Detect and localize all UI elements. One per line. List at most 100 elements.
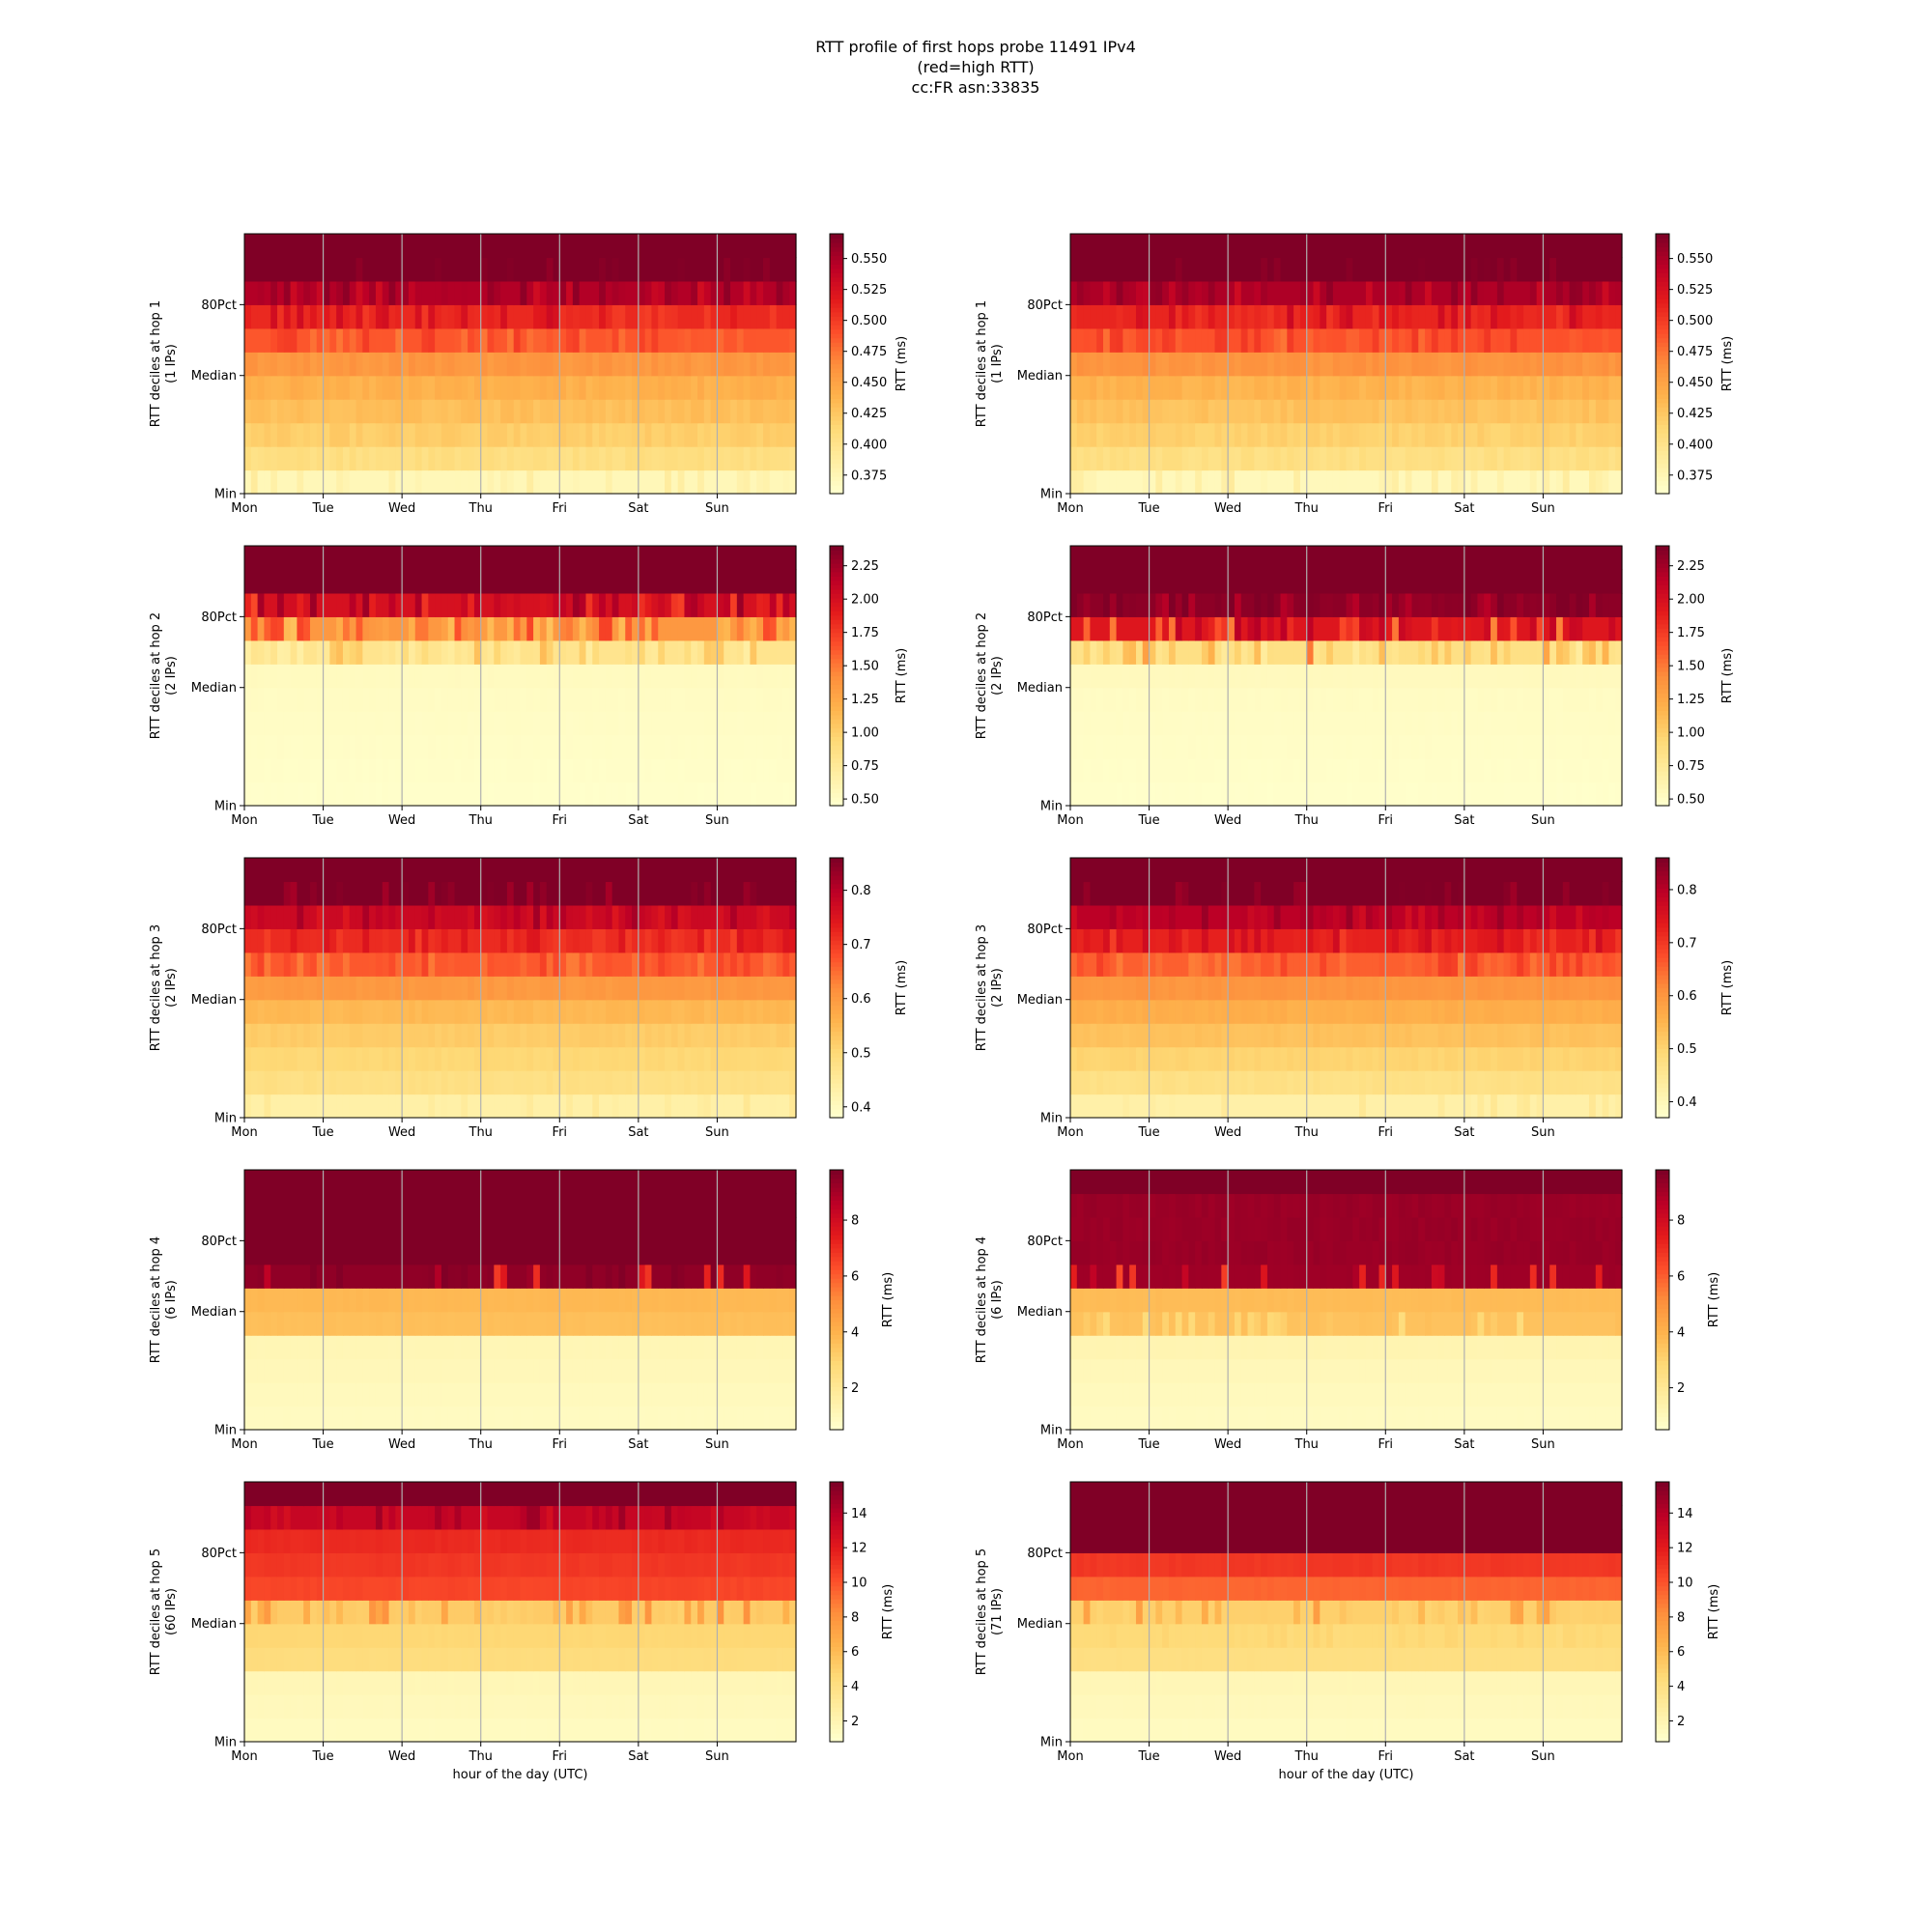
heatmap-cell xyxy=(440,1023,449,1048)
heatmap-cell xyxy=(611,781,620,807)
heatmap-cell xyxy=(566,569,574,594)
x-tick-label: Sat xyxy=(1454,813,1474,828)
heatmap-cell xyxy=(724,928,731,953)
heatmap-cell xyxy=(1162,781,1170,807)
heatmap-cell xyxy=(585,375,593,400)
heatmap-cell xyxy=(329,1094,337,1119)
heatmap-cell xyxy=(1589,569,1597,594)
y-tick-label: Median xyxy=(191,681,237,696)
heatmap-cell xyxy=(402,976,410,1001)
heatmap-cell xyxy=(1425,469,1433,495)
colorbar-step xyxy=(1656,234,1669,240)
heatmap-cell xyxy=(677,327,686,353)
heatmap-cell xyxy=(579,928,587,953)
heatmap-cell xyxy=(395,999,403,1024)
heatmap-cell xyxy=(665,352,672,377)
heatmap-cell xyxy=(1090,569,1097,594)
heatmap-cell xyxy=(592,352,600,377)
heatmap-cell xyxy=(1234,257,1242,282)
colorbar-step xyxy=(1656,571,1669,577)
heatmap-cell xyxy=(1201,758,1209,783)
heatmap-cell xyxy=(329,664,337,689)
heatmap-cell xyxy=(1162,234,1170,259)
heatmap-cell xyxy=(677,280,686,305)
heatmap-cell xyxy=(756,1094,764,1119)
heatmap-cell xyxy=(461,234,469,259)
heatmap-cell xyxy=(1365,664,1374,689)
heatmap-cell xyxy=(336,469,344,495)
colorbar-step xyxy=(830,437,843,442)
heatmap-cell xyxy=(1168,687,1177,712)
heatmap-cell xyxy=(1155,304,1163,329)
heatmap-cell xyxy=(297,758,304,783)
heatmap-cell xyxy=(421,1070,429,1095)
heatmap-cell xyxy=(743,952,752,977)
heatmap-cell xyxy=(599,758,607,783)
heatmap-cell xyxy=(1582,446,1590,471)
heatmap-cell xyxy=(1470,469,1479,495)
heatmap-cell xyxy=(1378,375,1386,400)
heatmap-cell xyxy=(1405,327,1413,353)
heatmap-cell xyxy=(369,904,377,929)
heatmap-cell xyxy=(599,881,607,906)
heatmap-cell xyxy=(691,327,698,353)
heatmap-cell xyxy=(1155,616,1163,641)
heatmap-cell xyxy=(342,928,351,953)
heatmap-cell xyxy=(1529,758,1538,783)
heatmap-cell xyxy=(677,546,686,571)
heatmap-cell xyxy=(736,422,745,447)
heatmap-cell xyxy=(1392,375,1400,400)
heatmap-cell xyxy=(349,976,357,1001)
heatmap-cell xyxy=(769,1046,778,1071)
heatmap-cell xyxy=(1096,781,1104,807)
heatmap-cell xyxy=(1332,569,1341,594)
heatmap-cell xyxy=(323,664,330,689)
heatmap-cell xyxy=(520,546,527,571)
heatmap-cell xyxy=(1175,422,1183,447)
heatmap-cell xyxy=(1090,469,1097,495)
heatmap-cell xyxy=(1162,257,1170,282)
heatmap-cell xyxy=(789,446,797,471)
heatmap-cell xyxy=(329,569,337,594)
heatmap-cell xyxy=(362,234,370,259)
heatmap-cell xyxy=(730,881,738,906)
heatmap-cell xyxy=(355,592,363,617)
heatmap-cell xyxy=(500,592,508,617)
heatmap-cell xyxy=(1261,234,1268,259)
heatmap-cell xyxy=(533,592,541,617)
colorbar-step xyxy=(1656,363,1669,369)
heatmap-cell xyxy=(276,257,285,282)
heatmap-cell xyxy=(1293,569,1301,594)
colorbar-step xyxy=(1656,753,1669,759)
heatmap-cell xyxy=(1523,304,1531,329)
colorbar-step xyxy=(1656,411,1669,416)
heatmap-cell xyxy=(559,352,567,377)
heatmap-cell xyxy=(1392,734,1400,759)
colorbar-step xyxy=(1656,788,1669,794)
heatmap-cell xyxy=(388,327,396,353)
colorbar-step xyxy=(830,276,843,282)
heatmap-cell xyxy=(546,1094,554,1119)
heatmap-cell xyxy=(1116,592,1123,617)
heatmap-cell xyxy=(1181,257,1189,282)
heatmap-cell xyxy=(1083,327,1091,353)
heatmap-cell xyxy=(513,999,522,1024)
heatmap-cell xyxy=(743,781,752,807)
heatmap-cell xyxy=(1556,304,1564,329)
heatmap-cell xyxy=(1569,446,1577,471)
heatmap-cell xyxy=(546,999,554,1024)
colorbar-step xyxy=(830,459,843,465)
heatmap-cell xyxy=(1228,639,1236,665)
heatmap-cell xyxy=(724,976,731,1001)
y-axis-label: (1 IPs) xyxy=(990,344,1005,384)
heatmap-cell xyxy=(375,569,384,594)
heatmap-cell xyxy=(684,469,692,495)
heatmap-cell xyxy=(1589,469,1597,495)
heatmap-cell xyxy=(369,234,377,259)
heatmap-cell xyxy=(1378,711,1386,736)
heatmap-cell xyxy=(526,928,534,953)
heatmap-cell xyxy=(1444,399,1452,424)
heatmap-cell xyxy=(454,904,462,929)
heatmap-cell xyxy=(382,976,390,1001)
heatmap-cell xyxy=(1076,469,1085,495)
